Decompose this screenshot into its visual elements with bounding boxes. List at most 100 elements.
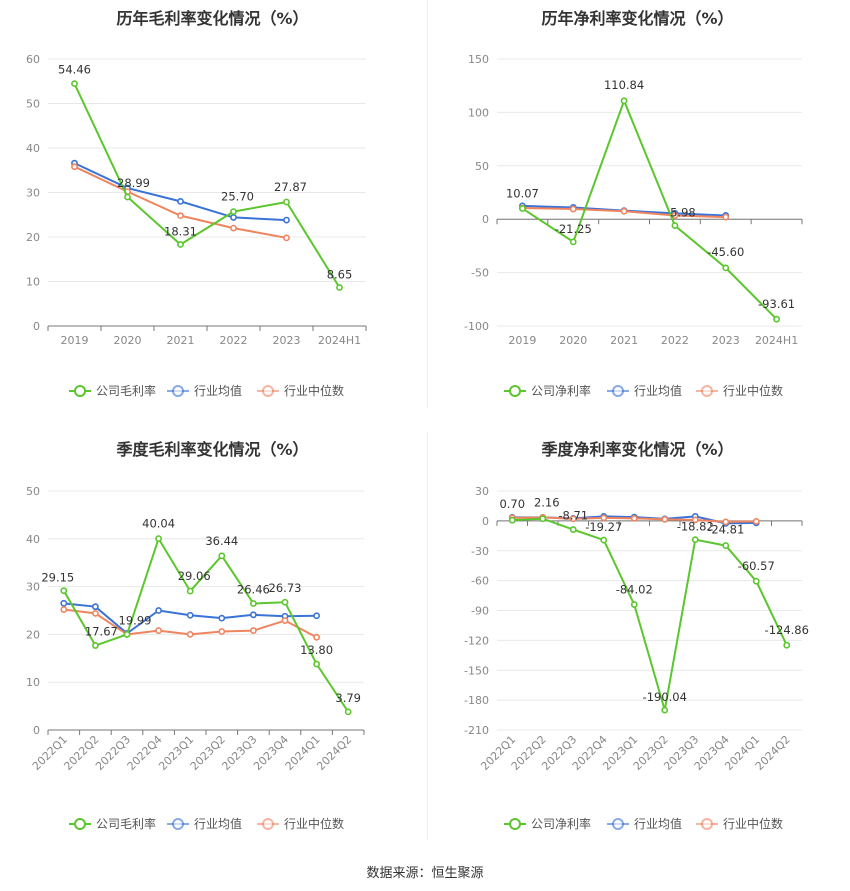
company-series-point bbox=[313, 660, 320, 668]
industry-average-series-point bbox=[230, 214, 237, 221]
company-series-point bbox=[671, 222, 679, 229]
legend-label: 行业中位数 bbox=[723, 383, 783, 398]
legend-marker bbox=[612, 818, 624, 830]
industry-median-series-point bbox=[752, 517, 760, 525]
y-tick-label: -210 bbox=[464, 724, 489, 737]
y-tick-label: 30 bbox=[475, 485, 489, 498]
industry-average-series-point bbox=[60, 599, 68, 607]
quarterly-gross-margin-chart: 季度毛利率变化情况（%） 0 10 20 30 40 50 2022Q1 2022Q2 2022Q… bbox=[0, 430, 425, 860]
legend-label: 公司毛利率 bbox=[96, 383, 156, 398]
industry-average-series-point bbox=[218, 614, 226, 622]
y-tick-label: 0 bbox=[482, 213, 489, 226]
industry-median-series-point bbox=[177, 212, 184, 220]
x-tick-label: 2019 bbox=[61, 334, 89, 347]
industry-average-series-point bbox=[283, 216, 290, 224]
company-series-point bbox=[123, 631, 131, 638]
legend-marker bbox=[701, 818, 713, 830]
legend-item: 行业中位数 bbox=[257, 383, 344, 398]
data-label: 5.98 bbox=[670, 206, 696, 220]
data-label: -124.86 bbox=[765, 623, 809, 637]
company-series-point bbox=[722, 264, 730, 272]
legend-label: 公司毛利率 bbox=[96, 816, 156, 831]
company-series-point bbox=[691, 536, 699, 544]
legend-label: 行业均值 bbox=[194, 383, 242, 398]
y-tick-label: 40 bbox=[26, 142, 40, 155]
chart-svg: 季度净利率变化情况（%） -210 -180 -150 -120 -90 -60 -30 0 30… bbox=[464, 440, 809, 831]
data-label: -93.61 bbox=[758, 297, 795, 311]
industry-median-series-point bbox=[313, 633, 320, 641]
industry-median-series-point bbox=[281, 617, 289, 624]
legend-label: 行业均值 bbox=[634, 816, 682, 831]
industry-median-series-point bbox=[722, 213, 730, 221]
legend-marker bbox=[262, 818, 274, 830]
y-tick-label: -50 bbox=[471, 267, 489, 280]
data-label: 13.80 bbox=[300, 643, 333, 657]
x-tick-label: 2023 bbox=[712, 334, 740, 347]
x-tick-label: 2020 bbox=[114, 334, 142, 347]
data-label: 29.06 bbox=[178, 569, 211, 583]
industry-median-series-point bbox=[60, 606, 68, 613]
company-series-point bbox=[218, 552, 226, 560]
legend-label: 行业中位数 bbox=[284, 816, 344, 831]
legend-item: 公司毛利率 bbox=[69, 383, 156, 398]
y-tick-label: -100 bbox=[464, 320, 489, 333]
y-tick-label: -60 bbox=[471, 575, 489, 588]
industry-median-series-point bbox=[249, 627, 257, 634]
legend-label: 行业中位数 bbox=[284, 383, 344, 398]
y-tick-label: 20 bbox=[26, 231, 40, 244]
industry-average-series-point bbox=[313, 612, 320, 620]
industry-average-series-point bbox=[249, 611, 257, 619]
data-label: 2.16 bbox=[534, 496, 560, 510]
chart-title: 季度净利率变化情况（%） bbox=[540, 440, 733, 459]
company-series-line bbox=[521, 98, 778, 320]
x-tick-label: 2024Q2 bbox=[314, 733, 354, 773]
industry-median-series-point bbox=[620, 207, 628, 215]
company-series-point bbox=[661, 706, 669, 714]
company-series-point bbox=[569, 238, 577, 246]
data-label: 54.46 bbox=[58, 63, 91, 77]
data-label: 8.65 bbox=[327, 268, 353, 282]
industry-average-series-line bbox=[74, 162, 287, 222]
company-series-line bbox=[62, 536, 350, 713]
panel-divider bbox=[427, 0, 428, 408]
annual-net-margin-chart: 历年净利率变化情况（%） -100 -50 0 50 100 150 2019 2020 2021… bbox=[425, 0, 850, 420]
data-label: -45.60 bbox=[707, 245, 744, 259]
y-tick-label: 0 bbox=[33, 320, 40, 333]
industry-median-series-point bbox=[691, 516, 699, 524]
chart-svg: 历年毛利率变化情况（%） 0 10 20 30 40 50 60 2019 2020 2021 202… bbox=[26, 9, 367, 398]
data-label: -18.82 bbox=[677, 520, 714, 534]
chart-title: 历年净利率变化情况（%） bbox=[541, 9, 733, 28]
industry-median-series-point bbox=[722, 518, 730, 526]
company-series-point bbox=[519, 205, 526, 212]
y-tick-label: -180 bbox=[464, 694, 489, 707]
y-tick-label: 10 bbox=[26, 676, 40, 689]
company-series-point bbox=[186, 587, 194, 595]
y-tick-label: 50 bbox=[26, 98, 40, 111]
chart-title: 季度毛利率变化情况（%） bbox=[115, 440, 308, 459]
y-tick-label: 0 bbox=[33, 724, 40, 737]
company-series-point bbox=[569, 526, 577, 533]
industry-median-series-point bbox=[230, 224, 237, 232]
company-series-point bbox=[600, 536, 608, 544]
y-tick-label: 10 bbox=[26, 276, 40, 289]
legend-marker bbox=[612, 385, 624, 397]
legend-marker bbox=[509, 385, 521, 397]
data-label: 10.07 bbox=[506, 186, 539, 200]
legend-label: 行业均值 bbox=[194, 816, 242, 831]
industry-median-series-point bbox=[600, 514, 608, 522]
y-tick-label: -30 bbox=[471, 545, 489, 558]
x-tick-label: 2022 bbox=[220, 334, 248, 347]
company-series-point bbox=[508, 516, 516, 524]
legend-marker bbox=[74, 385, 86, 397]
company-series-point bbox=[773, 315, 780, 323]
y-tick-label: 100 bbox=[468, 106, 489, 119]
legend-label: 行业均值 bbox=[634, 383, 682, 398]
industry-average-series-point bbox=[177, 197, 184, 205]
legend-item: 行业均值 bbox=[607, 816, 682, 831]
legend-marker bbox=[701, 385, 713, 397]
data-label: -21.25 bbox=[555, 222, 592, 236]
company-series-point bbox=[283, 198, 290, 206]
industry-median-series-point bbox=[569, 515, 577, 523]
y-tick-label: 40 bbox=[26, 533, 40, 546]
data-label: 0.70 bbox=[499, 497, 525, 511]
